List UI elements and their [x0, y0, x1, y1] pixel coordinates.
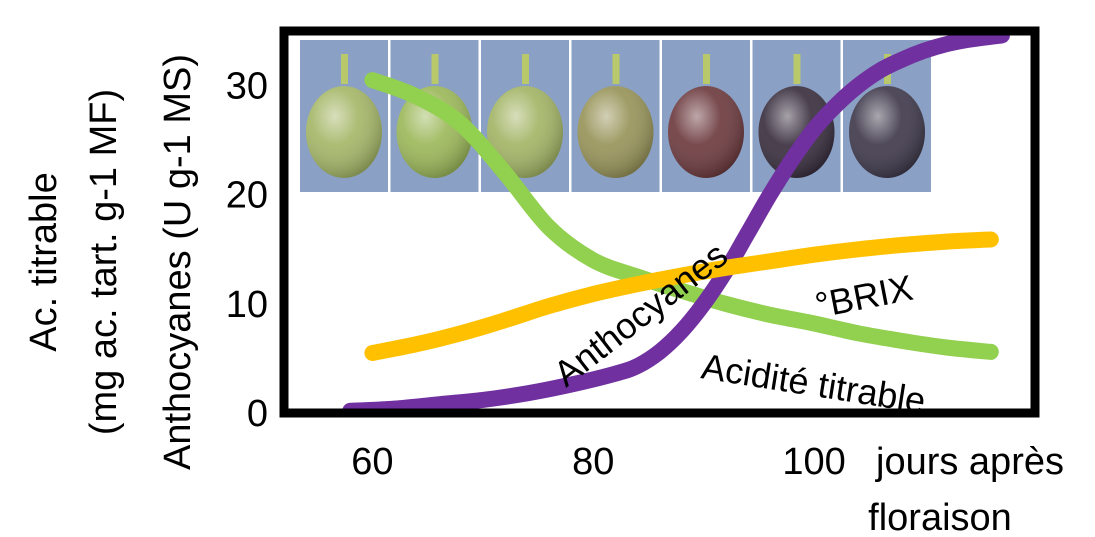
series-line-brix	[364, 231, 999, 361]
x-axis-title-line-1: jours après	[875, 441, 1064, 483]
series-line-anthocyanes	[342, 31, 1010, 413]
plot-curves	[342, 31, 1010, 413]
y-tick-label: 10	[226, 284, 268, 326]
x-axis-title-line-2: floraison	[868, 497, 1012, 537]
series-label-brix: °BRIX	[812, 267, 916, 326]
grape-photo	[481, 40, 569, 192]
y-axis-title-line-2: (mg ac. tart. g-1 MF)	[83, 89, 125, 435]
y-tick-label: 0	[247, 393, 268, 435]
x-tick-labels: 60 80 100	[351, 441, 846, 483]
grape-photo	[390, 40, 479, 192]
y-axis-title-line-3: Anthocyanes (U g-1 MS)	[157, 54, 199, 470]
plot-frame	[279, 26, 1040, 418]
y-axis-title: Ac. titrable (mg ac. tart. g-1 MF) Antho…	[23, 54, 199, 470]
x-axis-title: jours après floraison	[868, 441, 1064, 537]
grape-photo	[300, 40, 388, 192]
grape-photo	[571, 40, 660, 192]
grape-photo	[752, 40, 841, 192]
x-tick-label: 80	[572, 441, 614, 483]
y-tick-label: 30	[226, 66, 268, 108]
x-tick-label: 100	[782, 441, 845, 483]
x-tick-label: 60	[351, 441, 393, 483]
y-tick-label: 20	[226, 175, 268, 217]
y-tick-labels: 0 10 20 30	[226, 66, 268, 435]
grape-photo	[662, 40, 750, 192]
y-axis-title-line-1: Ac. titrable	[23, 172, 65, 352]
series-line-acidite-titrable	[364, 72, 999, 360]
